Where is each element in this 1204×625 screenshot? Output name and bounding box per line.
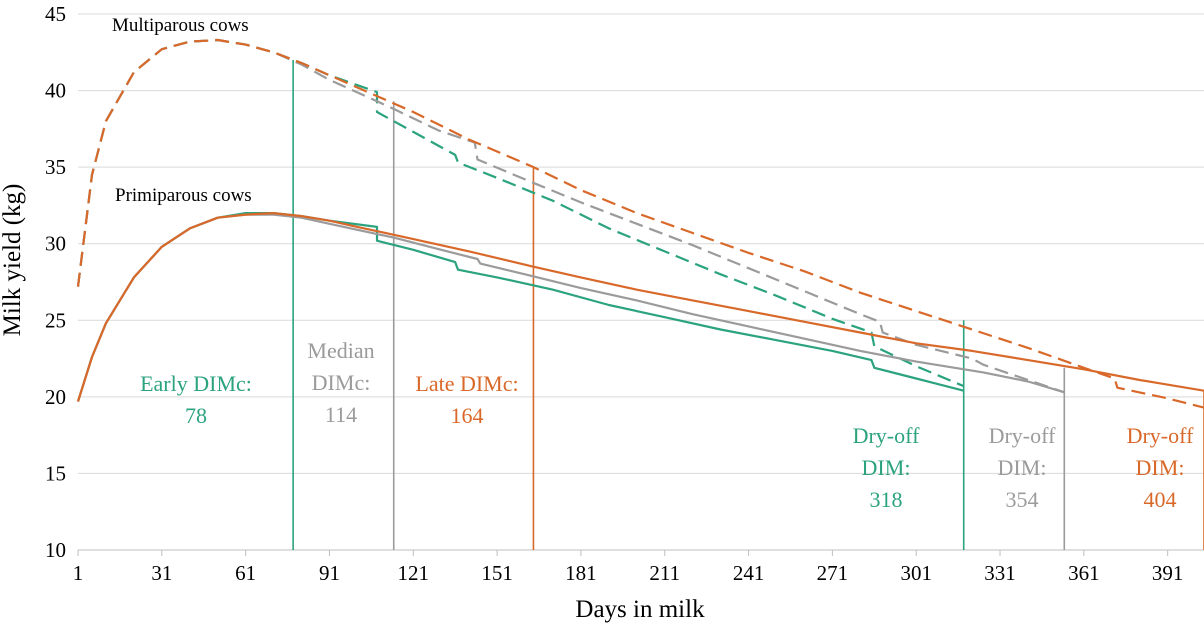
annotation-text: Median [307, 338, 374, 363]
annotation-text: Dry-off [1127, 423, 1194, 448]
annotation-text: 78 [185, 403, 207, 428]
annotation-text: 114 [325, 402, 357, 427]
series-multiparous-late [76, 38, 1204, 409]
group-label-multiparous: Multiparous cows [112, 15, 249, 36]
annotation-text: Early DIMc: [140, 371, 252, 396]
annotation-text: DIMc: [312, 370, 371, 395]
x-tick-label: 151 [481, 561, 513, 585]
x-tick-label: 181 [565, 561, 597, 585]
annotation-text: DIM: [998, 455, 1047, 480]
annotation-text: Late DIMc: [415, 371, 518, 396]
x-tick-label: 241 [733, 561, 765, 585]
x-tick-label: 391 [1152, 561, 1184, 585]
annotations: Early DIMc: 78 Median DIMc: 114 Late DIMc: 164… [140, 338, 1194, 512]
x-axis-title: Days in milk [575, 596, 705, 623]
y-tick-label: 10 [45, 538, 66, 562]
x-axis-ticks: 1 31 61 91 121 151 181 211 241 271 301 331 361 391 [73, 550, 1184, 585]
annotation-text: 164 [451, 403, 484, 428]
x-tick-label: 211 [649, 561, 680, 585]
annotation-text: Dry-off [989, 423, 1056, 448]
y-axis-ticks: 10 15 20 25 30 35 40 45 [45, 2, 66, 562]
x-tick-label: 301 [900, 561, 932, 585]
reference-lines [292, 59, 1204, 550]
x-tick-label: 31 [151, 561, 172, 585]
series-multiparous-early [76, 38, 965, 388]
x-tick-label: 361 [1068, 561, 1100, 585]
annotation-text: DIM: [1136, 455, 1185, 480]
y-tick-label: 20 [45, 385, 66, 409]
y-tick-label: 35 [45, 155, 66, 179]
annotation-text: DIM: [862, 455, 911, 480]
y-tick-label: 30 [45, 232, 66, 256]
y-tick-label: 45 [45, 2, 66, 26]
annotation-text: Dry-off [853, 423, 920, 448]
annotation-text: 404 [1144, 487, 1177, 512]
gridlines [78, 13, 1204, 551]
x-tick-label: 331 [984, 561, 1016, 585]
x-tick-label: 271 [817, 561, 849, 585]
series-lines [76, 38, 1204, 409]
y-axis-title: Milk yield (kg) [0, 184, 26, 337]
x-tick-label: 61 [235, 561, 256, 585]
annotation-text: 354 [1006, 487, 1039, 512]
y-tick-label: 40 [45, 79, 66, 103]
y-tick-label: 25 [45, 308, 66, 332]
annotation-text: 318 [870, 487, 903, 512]
x-tick-label: 91 [319, 561, 340, 585]
y-tick-label: 15 [45, 461, 66, 485]
x-tick-label: 121 [398, 561, 430, 585]
group-label-primiparous: Primiparous cows [115, 185, 252, 206]
series-primiparous-late [76, 212, 1204, 402]
x-tick-label: 1 [73, 561, 84, 585]
